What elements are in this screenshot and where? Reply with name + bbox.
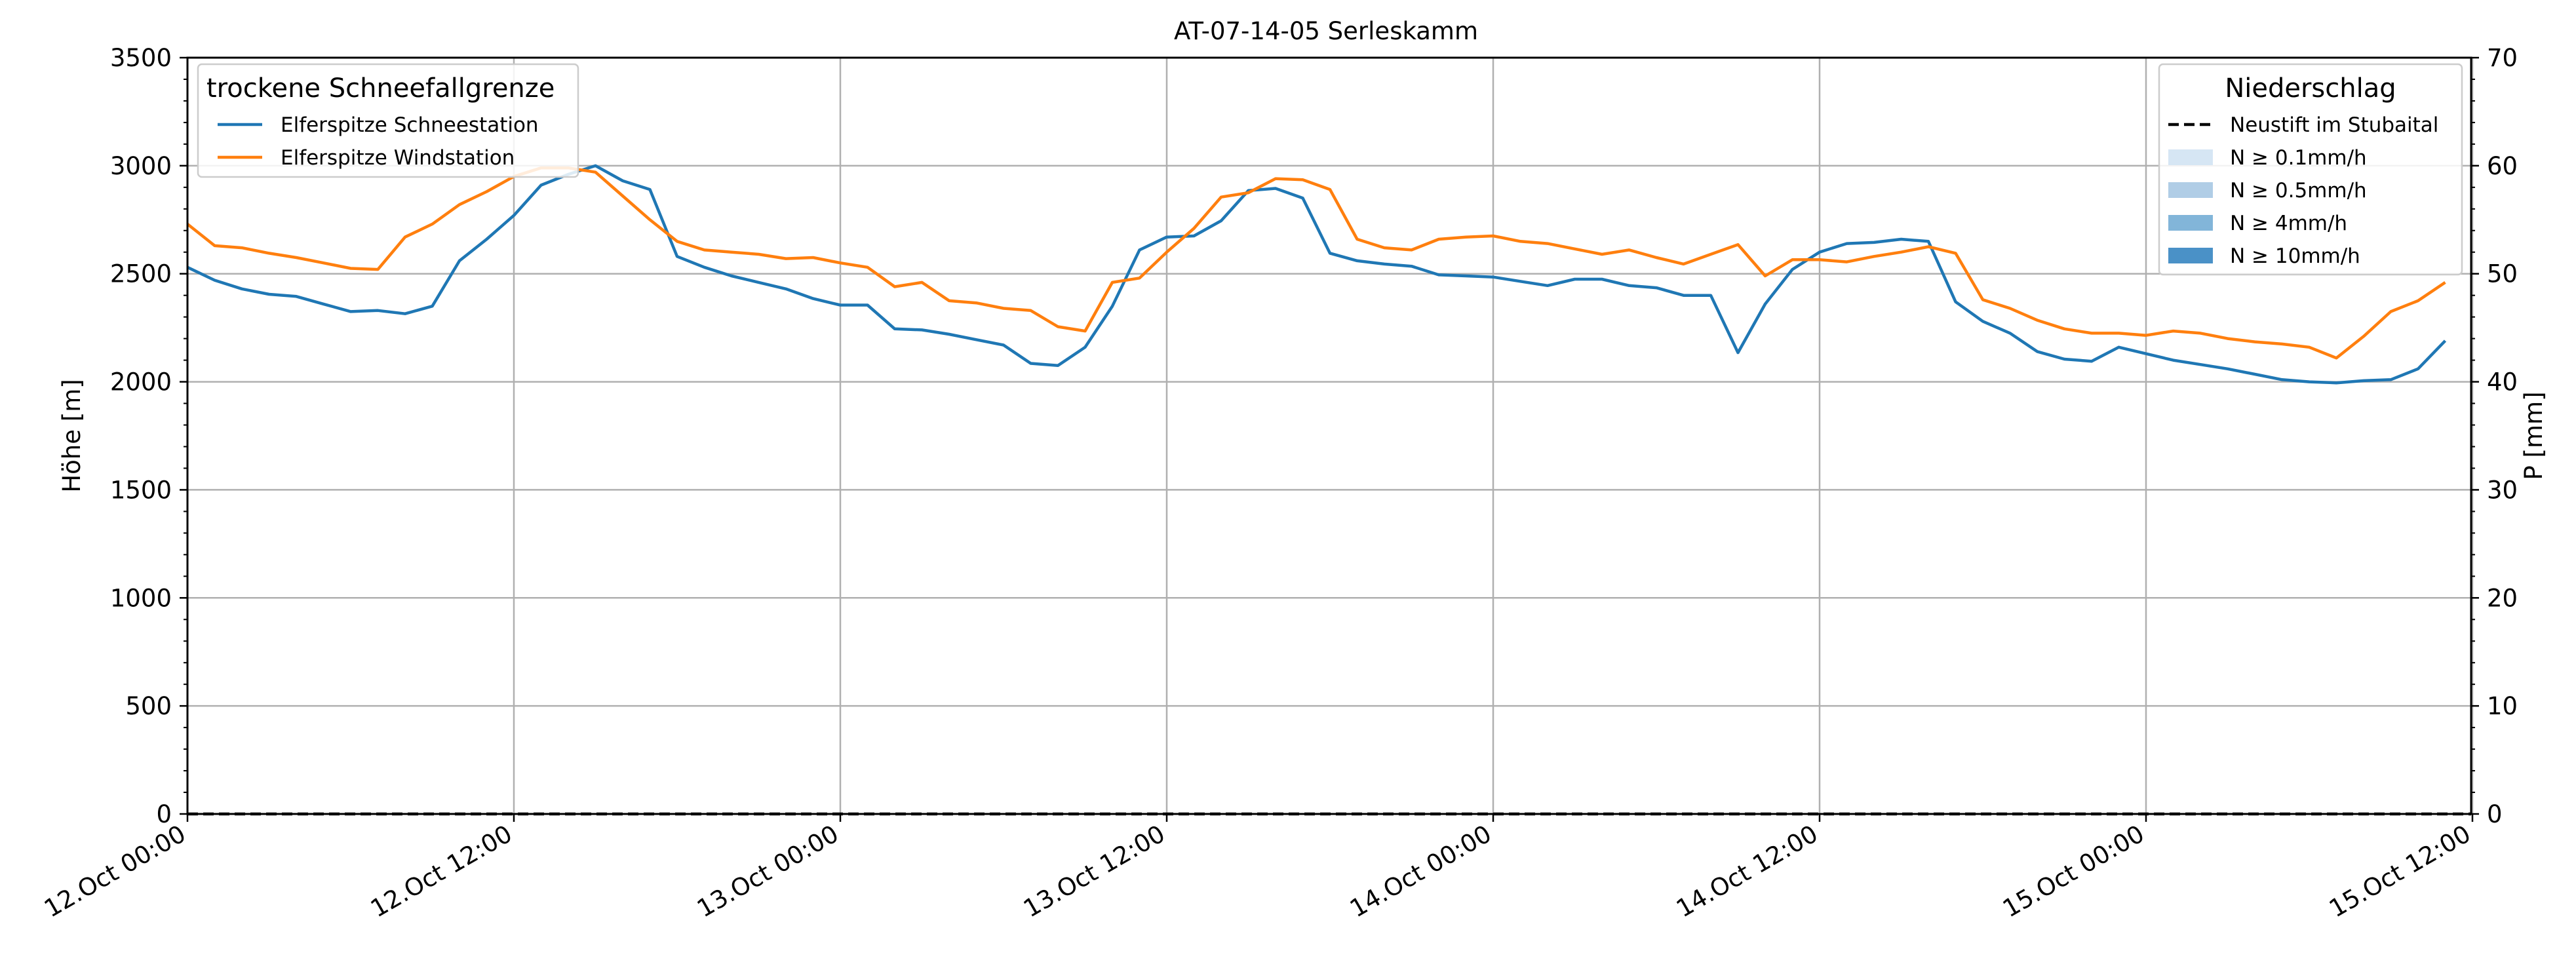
x-tick-label: 14.Oct 12:00 [1671,820,1822,923]
series-line-elferspitze-windstation [186,166,2446,360]
y-right-tick-label: 70 [2487,44,2518,72]
legend-label-schneestation: Elferspitze Schneestation [281,113,539,137]
plot-frame [186,56,2472,815]
y-left-tick-label: 1500 [110,476,172,504]
legend-precipitation: Niederschlag Neustift im Stubaital N ≥ 0… [2158,63,2463,276]
y-left-tick-label: 3500 [110,44,172,72]
legend-precipitation-frame [2158,63,2463,276]
x-tick-label: 13.Oct 12:00 [1019,820,1169,923]
legend-swatch-n05 [2168,182,2213,198]
y-left-tick-label: 3000 [110,152,172,180]
y-left-tick-label: 0 [156,800,172,828]
y-right-tick-label: 60 [2487,152,2518,180]
legend-label-windstation: Elferspitze Windstation [281,146,515,170]
x-tick-label: 15.Oct 00:00 [1998,820,2149,923]
legend-snowline-frame [197,63,579,178]
y-right-tick-label: 20 [2487,584,2518,612]
y-left-tick-label: 1000 [110,584,172,612]
chart-title: AT-07-14-05 Serleskamm [1174,17,1478,45]
y-axis-right-label: P [mm] [2520,391,2548,480]
x-tick-label: 15.Oct 12:00 [2324,820,2475,923]
legend-precipitation-title: Niederschlag [2225,73,2396,104]
legend-swatch-n4 [2168,215,2213,231]
legend-snowline: trockene Schneefallgrenze Elferspitze Sc… [197,63,579,178]
y-left-tick-label: 2000 [110,368,172,396]
legend-label-n4: N ≥ 4mm/h [2230,212,2347,235]
y-right-tick-label: 40 [2487,368,2518,396]
x-tick-label: 14.Oct 00:00 [1345,820,1496,923]
y-right-tick-label: 30 [2487,476,2518,504]
legend-swatch-n10 [2168,248,2213,263]
legend-label-n10: N ≥ 10mm/h [2230,244,2360,268]
legend-snowline-title: trockene Schneefallgrenze [206,73,555,104]
legend-label-n01: N ≥ 0.1mm/h [2230,146,2367,170]
y-axis-left-label: Höhe [m] [58,379,86,492]
y-left-tick-label: 2500 [110,260,172,288]
legend-label-neustift: Neustift im Stubaital [2230,113,2438,137]
x-tick-label: 13.Oct 00:00 [692,820,843,923]
x-tick-label: 12.Oct 12:00 [366,820,517,923]
x-tick-label: 12.Oct 00:00 [39,820,190,923]
legend-label-n05: N ≥ 0.5mm/h [2230,179,2367,203]
y-left-tick-label: 500 [125,692,172,720]
y-right-tick-label: 0 [2487,800,2503,828]
y-right-tick-label: 10 [2487,692,2518,720]
y-right-tick-label: 50 [2487,260,2518,288]
legend-swatch-n01 [2168,149,2213,165]
